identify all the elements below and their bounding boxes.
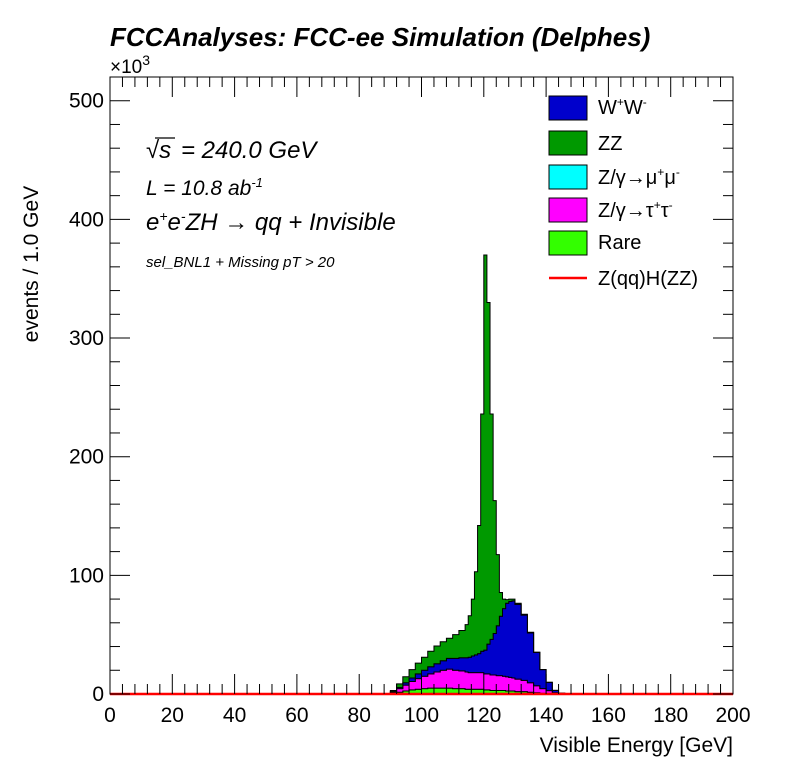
axis-ticks <box>109 76 734 695</box>
legend-entry-zz: ZZ <box>548 130 622 156</box>
svg-text:Z/γ→μ+μ-: Z/γ→μ+μ- <box>598 165 680 189</box>
stacked-histogram <box>384 254 572 695</box>
chart-title: FCCAnalyses: FCC-ee Simulation (Delphes) <box>110 22 650 52</box>
y-tick-labels: 0 100 200 300 400 500 <box>69 90 104 706</box>
x-tick-label: 60 <box>285 704 308 727</box>
y-tick-label: 500 <box>69 90 104 113</box>
annotation-sqrt-s: √s = 240.0 GeV <box>146 137 318 164</box>
x-tick-label: 80 <box>348 704 371 727</box>
legend: W+W- ZZ Z/γ→μ+μ- Z/γ→τ+τ- Rare Z(qq)H(ZZ… <box>548 95 698 290</box>
y-tick-label: 400 <box>69 208 104 231</box>
legend-entry-rare: Rare <box>548 230 641 256</box>
x-tick-label: 200 <box>715 704 750 727</box>
legend-entry-ww: W+W- <box>548 95 647 121</box>
x-tick-label: 180 <box>653 704 688 727</box>
legend-entry-ztautau: Z/γ→τ+τ- <box>548 197 673 223</box>
svg-text:Rare: Rare <box>598 232 641 254</box>
annotation-lumi: L = 10.8 ab-1 <box>146 175 263 200</box>
x-tick-label: 140 <box>529 704 564 727</box>
annotation-process: e+e-ZH → qq + Invisible <box>146 208 396 236</box>
svg-text:Z/γ→τ+τ-: Z/γ→τ+τ- <box>598 198 673 222</box>
y-multiplier: ×103 <box>110 52 150 78</box>
legend-entry-signal: Z(qq)H(ZZ) <box>549 268 698 290</box>
x-tick-labels: 0 20 40 60 80 100 120 140 160 180 200 <box>104 704 750 727</box>
sqrt-s-value: = 240.0 GeV <box>181 137 318 164</box>
legend-entry-zmumu: Z/γ→μ+μ- <box>548 164 680 190</box>
svg-text:ZZ: ZZ <box>598 133 622 155</box>
svg-text:√s: √s <box>146 137 171 164</box>
x-tick-label: 120 <box>466 704 501 727</box>
y-tick-label: 300 <box>69 327 104 350</box>
y-tick-label: 100 <box>69 564 104 587</box>
y-tick-label: 200 <box>69 446 104 469</box>
x-tick-label: 20 <box>161 704 184 727</box>
x-axis-title: Visible Energy [GeV] <box>540 734 733 757</box>
x-tick-label: 40 <box>223 704 246 727</box>
svg-text:Z(qq)H(ZZ): Z(qq)H(ZZ) <box>598 268 698 290</box>
y-tick-label: 0 <box>92 683 104 706</box>
x-tick-label: 0 <box>104 704 116 727</box>
x-tick-label: 160 <box>591 704 626 727</box>
annotation-selection: sel_BNL1 + Missing pT > 20 <box>146 254 335 271</box>
y-axis-title: events / 1.0 GeV <box>20 186 43 342</box>
x-tick-label: 100 <box>404 704 439 727</box>
